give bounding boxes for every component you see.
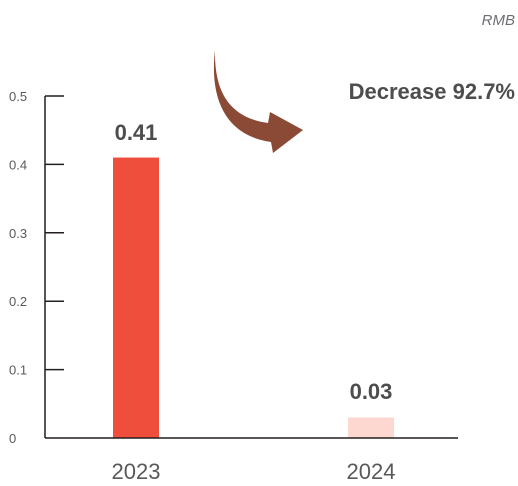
decrease-annotation: Decrease 92.7% xyxy=(349,79,515,104)
y-tick-label: 0.5 xyxy=(9,89,27,104)
bar-2023 xyxy=(113,157,159,438)
curved-down-arrow-icon xyxy=(213,50,303,153)
y-tick-label: 0.1 xyxy=(9,363,27,378)
labels: 0.41 0.03 2023 2024 xyxy=(112,120,396,484)
unit-label: RMB xyxy=(482,12,515,29)
bars xyxy=(113,157,394,438)
y-tick-label: 0.3 xyxy=(9,226,27,241)
x-category-label: 2023 xyxy=(112,459,161,484)
x-category-label: 2024 xyxy=(347,459,396,484)
y-tick-label: 0.2 xyxy=(9,294,27,309)
bar-2024 xyxy=(348,417,394,438)
y-tick-label: 0.4 xyxy=(9,157,27,172)
y-axis: 0 0.1 0.2 0.3 0.4 0.5 xyxy=(9,89,64,446)
y-tick-label: 0 xyxy=(9,431,16,446)
data-label: 0.03 xyxy=(350,379,393,404)
data-label: 0.41 xyxy=(115,120,158,145)
